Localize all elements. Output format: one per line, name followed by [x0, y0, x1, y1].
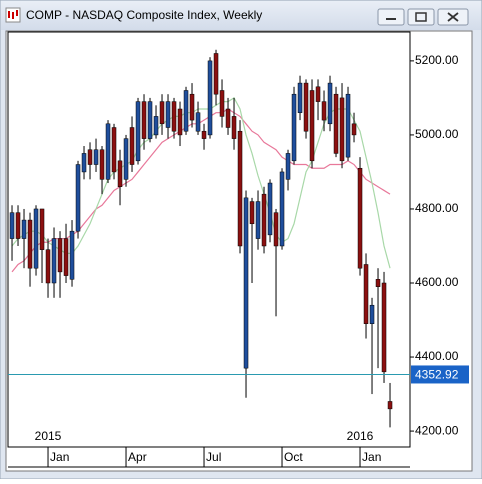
- last-price-box: [411, 365, 469, 384]
- candle-body: [381, 282, 387, 373]
- candle-body: [189, 93, 195, 121]
- candle-body: [105, 123, 111, 180]
- candle-body: [111, 127, 117, 173]
- y-tick-label: 4600.00: [415, 275, 459, 289]
- candle-body: [219, 90, 225, 117]
- candle-body: [195, 112, 201, 132]
- candle-body: [213, 53, 219, 95]
- candle-body: [321, 101, 327, 121]
- candle-body: [51, 238, 57, 284]
- candle-body: [285, 153, 291, 180]
- candle-body: [309, 90, 315, 162]
- candle-body: [273, 212, 279, 247]
- candle-body: [267, 182, 273, 236]
- y-tick-label: 5000.00: [415, 127, 459, 141]
- candle-body: [159, 101, 165, 125]
- candle-body: [15, 212, 21, 239]
- candle-body: [327, 82, 333, 125]
- candle-body: [75, 164, 81, 232]
- candle-body: [117, 160, 123, 187]
- candle-body: [297, 82, 303, 113]
- candle-body: [57, 238, 63, 273]
- candle-body: [255, 201, 261, 239]
- candle-body: [141, 101, 147, 139]
- y-tick-label: 4400.00: [415, 349, 459, 363]
- candle-body: [27, 219, 33, 269]
- candle-body: [333, 93, 339, 154]
- candle-body: [345, 93, 351, 158]
- x-tick-label: Apr: [128, 450, 147, 464]
- candle-body: [69, 230, 75, 280]
- candle-body: [207, 60, 213, 136]
- moving-average: [11, 97, 391, 269]
- x-tick-label: Jul: [206, 450, 221, 464]
- candle-body: [135, 101, 141, 162]
- y-tick-label: 5200.00: [415, 53, 459, 67]
- x-tick-label: Jan: [362, 450, 381, 464]
- candle-body: [171, 101, 177, 132]
- candle-body: [231, 116, 237, 139]
- window-title: COMP - NASDAQ Composite Index, Weekly: [26, 8, 262, 22]
- year-label: 2015: [35, 429, 62, 443]
- candle-body: [81, 153, 87, 173]
- candle-body: [375, 279, 381, 287]
- last-price-label: 4352.92: [415, 368, 459, 382]
- candle-body: [225, 108, 231, 128]
- candle-body: [123, 138, 129, 180]
- candle-body: [249, 201, 255, 225]
- candle-body: [153, 116, 159, 136]
- candle-body: [303, 82, 309, 132]
- candle-body: [315, 86, 321, 102]
- x-tick-label: Jan: [50, 450, 69, 464]
- candle-body: [243, 197, 249, 369]
- candle-body: [165, 101, 171, 128]
- candle-body: [147, 101, 153, 139]
- candle-body: [39, 208, 45, 250]
- candle-body: [177, 108, 183, 136]
- candle-body: [237, 130, 243, 247]
- candle-body: [387, 401, 393, 410]
- candle-body: [351, 123, 357, 136]
- candle-body: [63, 238, 69, 276]
- candle-body: [291, 93, 297, 162]
- candle-body: [279, 171, 285, 247]
- year-label: 2016: [347, 429, 374, 443]
- candle-body: [363, 264, 369, 324]
- candle-body: [129, 127, 135, 165]
- app-icon: [5, 7, 21, 23]
- candle-body: [93, 149, 99, 165]
- candle-body: [369, 304, 375, 324]
- moving-average: [11, 108, 391, 273]
- y-tick-label: 4800.00: [415, 201, 459, 215]
- candle-body: [21, 219, 27, 239]
- candle-body: [45, 249, 51, 284]
- candle-body: [99, 149, 105, 180]
- minimize-button[interactable]: [377, 8, 405, 26]
- candle-body: [339, 97, 345, 162]
- candle-body: [87, 149, 93, 165]
- candle-body: [33, 208, 39, 269]
- candle-body: [183, 90, 189, 132]
- x-tick-label: Oct: [284, 450, 303, 464]
- candle-body: [201, 130, 207, 139]
- candle-body: [9, 212, 15, 239]
- candle-body: [261, 193, 267, 247]
- close-button[interactable]: [437, 8, 469, 26]
- y-tick-label: 4200.00: [415, 423, 459, 437]
- maximize-button[interactable]: [407, 8, 435, 26]
- candle-body: [357, 167, 363, 269]
